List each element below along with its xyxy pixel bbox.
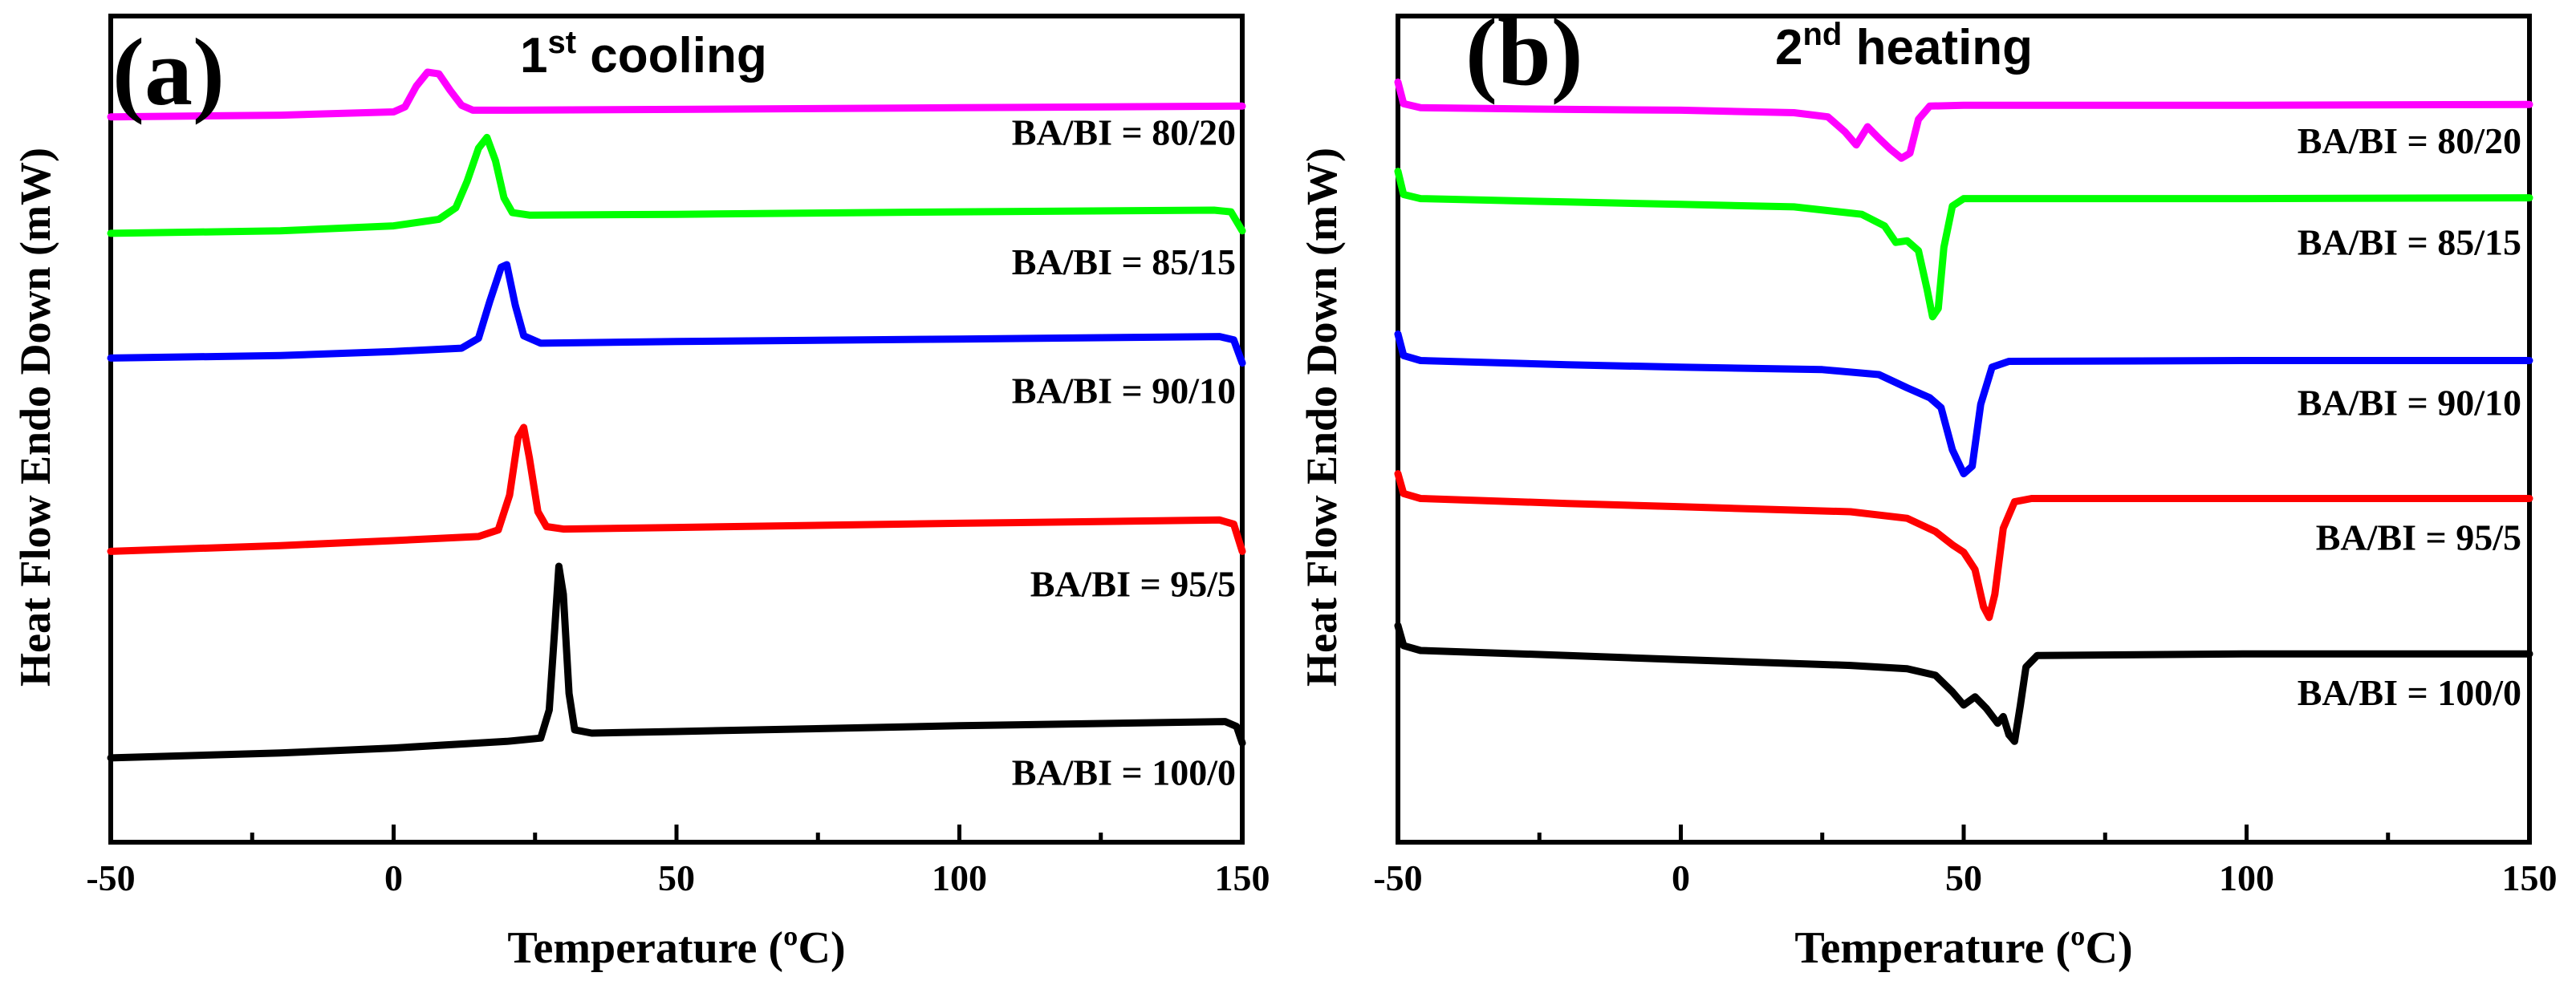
x-tick-label: 100 bbox=[932, 857, 987, 898]
y-axis-label: Heat Flow Endo Down (mW) bbox=[1298, 148, 1346, 687]
x-tick-label: 50 bbox=[658, 857, 695, 898]
series-label: BA/BI = 80/20 bbox=[1012, 111, 1236, 152]
series-line-85-15 bbox=[1394, 168, 2533, 321]
x-tick-label: 0 bbox=[1672, 857, 1690, 898]
series-line-90-10 bbox=[107, 261, 1246, 367]
series-label: BA/BI = 100/0 bbox=[1012, 752, 1236, 792]
series-label: BA/BI = 95/5 bbox=[2316, 517, 2521, 558]
series-curves bbox=[107, 68, 1246, 762]
x-tick-label: -50 bbox=[1373, 857, 1422, 898]
title-rest: heating bbox=[1842, 20, 2033, 75]
series-line-95-5 bbox=[107, 424, 1246, 555]
series-label: BA/BI = 90/10 bbox=[1012, 371, 1236, 411]
series-labels: BA/BI = 80/20 BA/BI = 85/15 BA/BI = 90/10 B… bbox=[2298, 120, 2521, 713]
panel-letter: (a) bbox=[112, 18, 225, 125]
title-rest: cooling bbox=[576, 28, 767, 83]
x-tick-label: 0 bbox=[384, 857, 403, 898]
chart-title: 2nd heating bbox=[1775, 17, 2033, 75]
series-line-95-5 bbox=[1394, 470, 2533, 622]
panel-b: Heat Flow Endo Down (mW) -50 0 50 100 150 BA… bbox=[1298, 0, 2558, 973]
panel-a: Heat Flow Endo Down (mW) -50 0 50 100 150 BA… bbox=[11, 14, 1270, 973]
x-tick-label: 150 bbox=[1215, 857, 1270, 898]
series-line-80-20 bbox=[107, 68, 1246, 121]
series-label: BA/BI = 90/10 bbox=[2298, 383, 2521, 424]
series-line-85-15 bbox=[107, 133, 1246, 237]
series-label: BA/BI = 100/0 bbox=[2298, 672, 2521, 713]
title-superscript: nd bbox=[1802, 17, 1842, 52]
chart-title: 1st cooling bbox=[520, 25, 767, 83]
x-axis-label: Temperature (ºC) bbox=[1794, 923, 2132, 973]
x-tick-label: 100 bbox=[2219, 857, 2274, 898]
title-main: 2 bbox=[1775, 20, 1802, 75]
series-label: BA/BI = 95/5 bbox=[1030, 563, 1236, 604]
series-line-90-10 bbox=[1394, 330, 2533, 478]
x-tick-label: -50 bbox=[86, 857, 135, 898]
title-main: 1 bbox=[520, 28, 547, 83]
x-tick-label: 50 bbox=[1945, 857, 1982, 898]
series-label: BA/BI = 85/15 bbox=[1012, 241, 1236, 282]
series-line-100-0 bbox=[1394, 622, 2533, 745]
panel-letter: (b) bbox=[1465, 0, 1583, 105]
x-tick-label: 150 bbox=[2502, 857, 2558, 898]
series-line-80-20 bbox=[1394, 78, 2533, 162]
series-label: BA/BI = 80/20 bbox=[2298, 120, 2521, 161]
series-labels: BA/BI = 80/20 BA/BI = 85/15 BA/BI = 90/10 B… bbox=[1012, 111, 1236, 792]
y-axis-label: Heat Flow Endo Down (mW) bbox=[11, 148, 59, 687]
series-curves bbox=[1394, 78, 2533, 745]
series-line-100-0 bbox=[107, 562, 1246, 762]
x-ticks: -50 0 50 100 150 bbox=[1373, 825, 2558, 898]
series-label: BA/BI = 85/15 bbox=[2298, 222, 2521, 263]
x-axis-label: Temperature (ºC) bbox=[507, 923, 845, 973]
title-superscript: st bbox=[547, 25, 576, 60]
x-ticks: -50 0 50 100 150 bbox=[86, 825, 1270, 898]
